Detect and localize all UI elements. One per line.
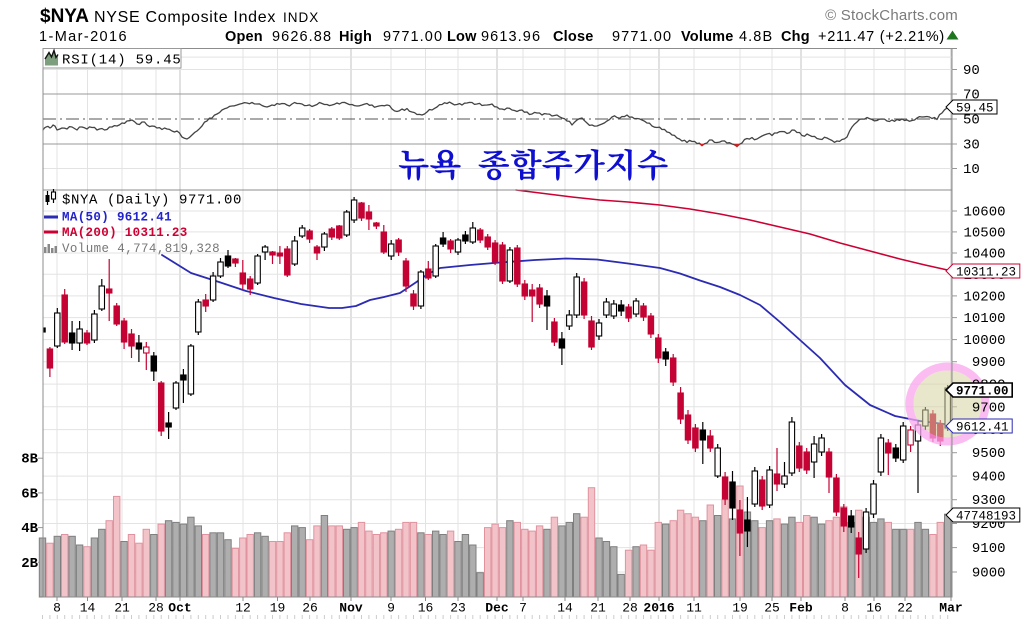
- svg-text:Oct: Oct: [168, 601, 191, 616]
- svg-text:16: 16: [866, 601, 882, 616]
- svg-text:INDX: INDX: [283, 10, 319, 25]
- svg-text:8: 8: [841, 601, 849, 616]
- svg-text:16: 16: [418, 601, 434, 616]
- svg-text:14: 14: [557, 601, 573, 616]
- svg-text:28: 28: [148, 601, 164, 616]
- svg-text:9400: 9400: [972, 470, 1006, 486]
- svg-text:4B: 4B: [21, 521, 38, 537]
- svg-text:9000: 9000: [972, 566, 1006, 582]
- svg-text:21: 21: [114, 601, 130, 616]
- svg-text:9100: 9100: [972, 541, 1006, 557]
- svg-text:11: 11: [686, 601, 702, 616]
- svg-text:Volume: Volume: [681, 29, 734, 45]
- svg-text:$NYA (Daily) 9771.00: $NYA (Daily) 9771.00: [62, 193, 242, 209]
- svg-text:$NYA: $NYA: [40, 6, 89, 27]
- svg-text:High: High: [339, 29, 372, 45]
- svg-text:2016: 2016: [643, 601, 674, 616]
- svg-text:Feb: Feb: [789, 601, 813, 616]
- svg-text:19: 19: [270, 601, 286, 616]
- svg-text:9900: 9900: [972, 355, 1006, 371]
- svg-text:2B: 2B: [21, 556, 38, 572]
- svg-text:9771.00: 9771.00: [612, 29, 672, 45]
- svg-text:Chg: Chg: [781, 29, 810, 45]
- svg-text:14: 14: [80, 601, 96, 616]
- svg-text:8: 8: [53, 601, 61, 616]
- svg-text:9612.41: 9612.41: [956, 421, 1009, 435]
- svg-text:22: 22: [897, 601, 913, 616]
- svg-text:9500: 9500: [972, 446, 1006, 462]
- svg-text:MA(200) 10311.23: MA(200) 10311.23: [62, 226, 188, 240]
- svg-text:10600: 10600: [963, 205, 1005, 221]
- svg-text:RSI(14) 59.45: RSI(14) 59.45: [62, 53, 182, 69]
- svg-text:Low: Low: [447, 29, 477, 45]
- svg-text:10100: 10100: [963, 311, 1005, 327]
- svg-text:10311.23: 10311.23: [956, 266, 1016, 280]
- svg-text:4.8B: 4.8B: [739, 29, 773, 45]
- svg-text:9300: 9300: [972, 493, 1006, 509]
- svg-text:MA(50) 9612.41: MA(50) 9612.41: [62, 211, 172, 225]
- svg-text:Volume 4,774,819,328: Volume 4,774,819,328: [62, 242, 220, 256]
- svg-text:6B: 6B: [21, 486, 38, 502]
- svg-text:8B: 8B: [21, 452, 38, 468]
- svg-text:Mar: Mar: [939, 601, 962, 616]
- svg-text:9: 9: [387, 601, 395, 616]
- svg-text:10400: 10400: [963, 247, 1005, 263]
- svg-text:59.45: 59.45: [956, 102, 994, 116]
- svg-text:NYSE Composite Index: NYSE Composite Index: [94, 9, 276, 26]
- svg-text:47748193: 47748193: [956, 510, 1016, 524]
- svg-text:1-Mar-2016: 1-Mar-2016: [39, 29, 128, 45]
- svg-text:+211.47 (+2.21%): +211.47 (+2.21%): [818, 29, 945, 45]
- svg-text:19: 19: [732, 601, 748, 616]
- svg-text:10000: 10000: [963, 333, 1005, 349]
- svg-text:7: 7: [519, 601, 527, 616]
- svg-text:26: 26: [302, 601, 318, 616]
- svg-text:90: 90: [963, 63, 980, 79]
- svg-text:Dec: Dec: [485, 601, 509, 616]
- svg-text:25: 25: [764, 601, 780, 616]
- svg-text:Open: Open: [225, 29, 263, 45]
- svg-text:Close: Close: [553, 29, 594, 45]
- svg-text:23: 23: [450, 601, 466, 616]
- svg-text:9626.88: 9626.88: [272, 29, 332, 45]
- svg-text:9613.96: 9613.96: [481, 29, 541, 45]
- svg-text:9700: 9700: [972, 400, 1006, 416]
- svg-text:21: 21: [590, 601, 606, 616]
- svg-text:© StockCharts.com: © StockCharts.com: [825, 7, 958, 24]
- svg-text:9771.00: 9771.00: [956, 385, 1009, 399]
- svg-text:50: 50: [963, 113, 980, 129]
- svg-text:28: 28: [622, 601, 638, 616]
- svg-text:12: 12: [235, 601, 251, 616]
- svg-text:Nov: Nov: [339, 601, 363, 616]
- svg-text:10: 10: [963, 162, 980, 178]
- svg-text:30: 30: [963, 138, 980, 154]
- svg-text:10200: 10200: [963, 289, 1005, 305]
- svg-text:9771.00: 9771.00: [383, 29, 443, 45]
- svg-text:10500: 10500: [963, 225, 1005, 241]
